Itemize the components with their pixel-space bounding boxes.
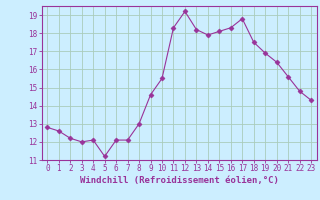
X-axis label: Windchill (Refroidissement éolien,°C): Windchill (Refroidissement éolien,°C) (80, 176, 279, 185)
